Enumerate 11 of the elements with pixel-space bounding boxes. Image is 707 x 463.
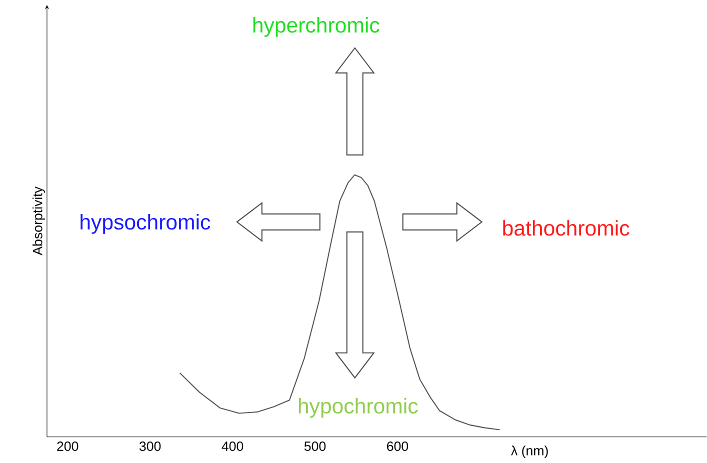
x-tick-label: 600 [387,442,408,452]
x-tick-label: 400 [222,442,244,452]
x-tick-label: 500 [304,442,326,452]
y-axis-title: Absorptivity [32,186,45,256]
text: hyperchromic [253,17,380,38]
annotation: hypochromic [298,398,418,418]
annotation: hypsochromic [80,214,210,234]
x-tick-label: 300 [139,442,161,452]
x-tick-label: 200 [57,442,78,452]
annotation: bathochromic [503,220,630,236]
x-axis-title: λ (nm) [511,446,548,458]
